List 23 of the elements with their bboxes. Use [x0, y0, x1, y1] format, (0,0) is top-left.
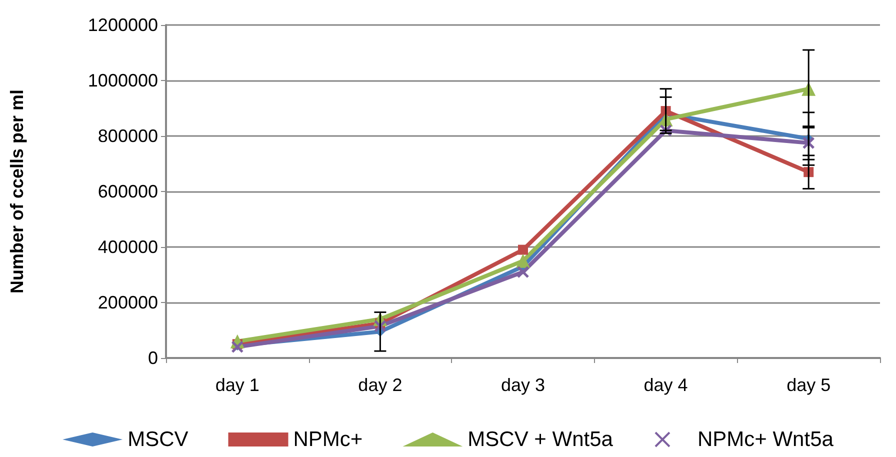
y-axis-title: Number of ccells per ml: [7, 89, 27, 294]
y-tick-label: 0: [148, 348, 158, 368]
y-tick-label: 200000: [98, 292, 158, 312]
y-tick-label: 600000: [98, 182, 158, 202]
legend-label: NPMc+ Wnt5a: [697, 428, 834, 451]
x-tick-label: day 5: [786, 375, 831, 395]
point: [516, 266, 530, 278]
x-tick-label: day 2: [358, 375, 402, 395]
legend-label: MSCV: [128, 428, 188, 451]
x-tick-label: day 3: [500, 375, 546, 395]
y-tick-label: 400000: [98, 237, 158, 257]
point: [374, 320, 386, 332]
x-tick-label: day 4: [644, 375, 688, 395]
point: [231, 340, 244, 354]
point: [802, 136, 815, 150]
y-tick-label: 800000: [98, 126, 158, 146]
point: [518, 244, 528, 255]
x-tick-label: day 1: [215, 375, 260, 395]
legend-label: NPMc+: [293, 428, 363, 451]
y-tick-label: 1200000: [88, 15, 158, 35]
legend-label: MSCV + Wnt5a: [468, 428, 614, 451]
point: [516, 254, 530, 268]
y-tick-label: 1000000: [88, 70, 158, 90]
